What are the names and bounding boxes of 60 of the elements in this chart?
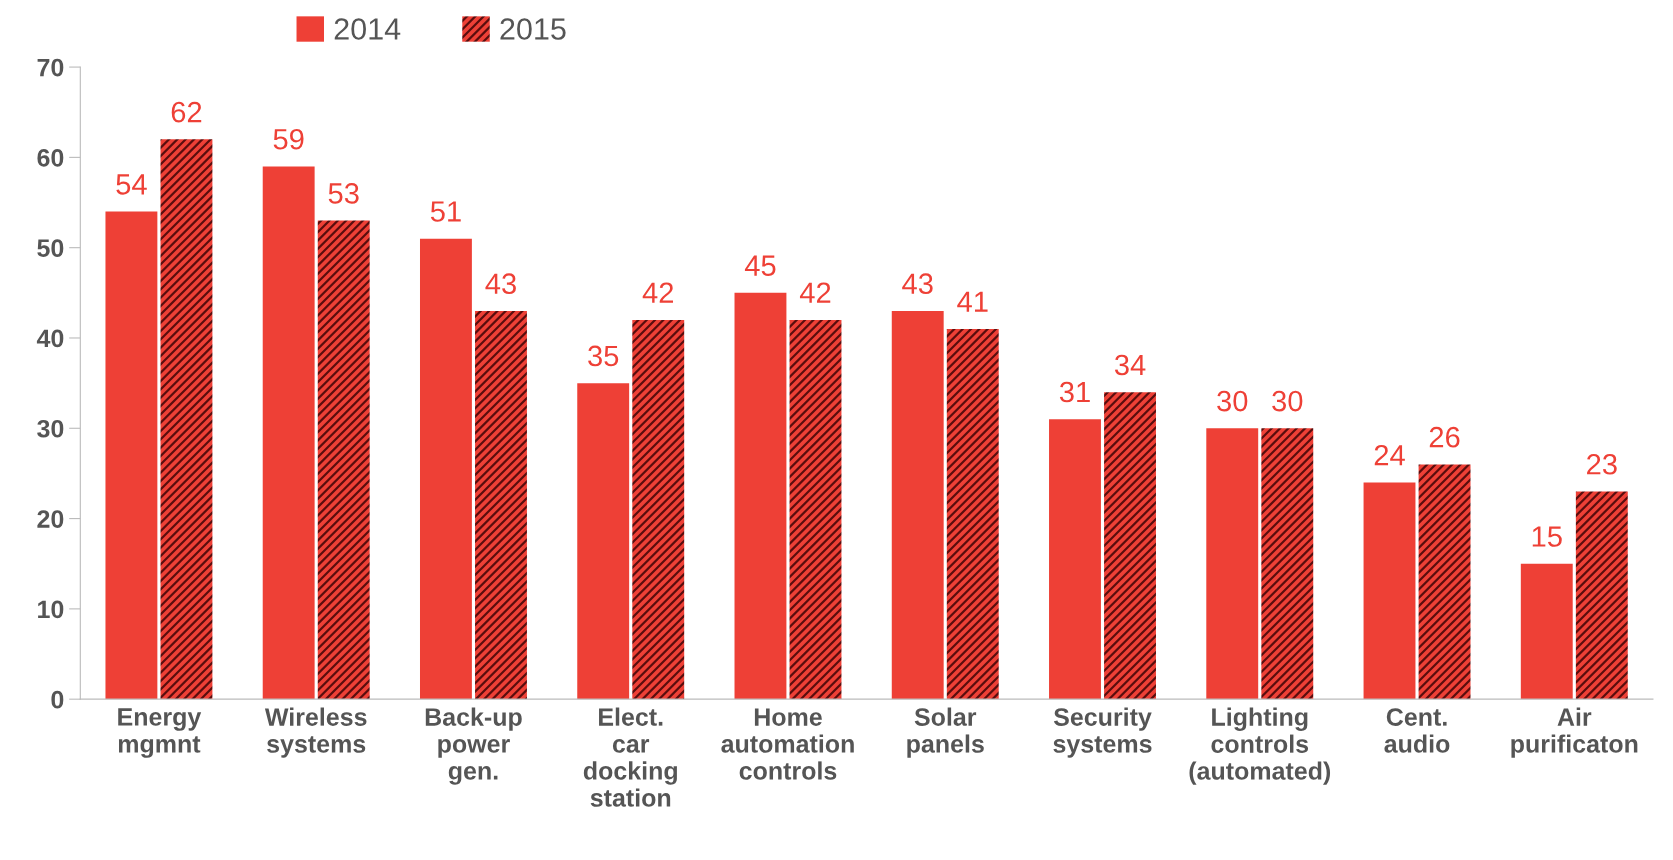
- bar: [317, 220, 370, 700]
- x-tick-label: Cent. audio: [1384, 708, 1450, 753]
- data-label: 31: [1059, 381, 1090, 403]
- data-label: 15: [1532, 526, 1562, 547]
- bar: [734, 292, 787, 700]
- bar: [1049, 419, 1101, 700]
- data-label: 42: [799, 282, 831, 303]
- data-label: 41: [957, 291, 988, 312]
- data-label: 34: [1114, 354, 1146, 376]
- y-tick-label: 70: [37, 58, 64, 77]
- bar: [632, 319, 685, 700]
- y-tick-label: 20: [37, 510, 64, 528]
- data-label: 43: [485, 273, 516, 295]
- x-tick-label: Back-up power gen.: [425, 707, 522, 785]
- data-label: 35: [588, 345, 619, 367]
- bar: [1520, 563, 1573, 700]
- bar: [419, 238, 472, 700]
- data-label: 23: [1587, 453, 1617, 475]
- bar: [1261, 428, 1314, 700]
- bar: [1363, 482, 1416, 700]
- y-tick-label: 0: [51, 690, 64, 709]
- data-label: 26: [1429, 426, 1460, 448]
- data-label: 54: [116, 174, 147, 195]
- bar: [475, 310, 527, 700]
- y-tick-label: 40: [36, 329, 64, 348]
- x-tick-label: Wireless systems: [264, 707, 367, 758]
- data-label: 62: [171, 101, 202, 123]
- legend-label: 2015: [500, 18, 566, 40]
- bar: [1418, 464, 1471, 700]
- bar: [891, 310, 944, 700]
- data-label: 30: [1272, 390, 1303, 412]
- y-tick-label: 50: [37, 239, 64, 257]
- bar: [262, 166, 315, 700]
- x-tick-label: Lighting controls (automated): [1189, 707, 1331, 785]
- data-label: 45: [744, 255, 776, 276]
- y-tick-label: 60: [37, 148, 64, 167]
- bar: [1206, 428, 1259, 700]
- bar: [105, 211, 158, 700]
- x-tick-label: Security systems: [1053, 707, 1152, 758]
- bar: [946, 328, 999, 700]
- bar: [577, 383, 630, 700]
- data-label: 30: [1217, 390, 1248, 412]
- bar: [1104, 392, 1156, 700]
- data-label: 59: [273, 128, 304, 150]
- data-label: 53: [328, 183, 359, 204]
- x-tick-label: Home automation controls: [721, 708, 854, 780]
- x-tick-label: Air purificaton: [1511, 707, 1638, 758]
- y-tick-label: 10: [38, 600, 64, 619]
- data-label: 51: [430, 201, 461, 222]
- bar: [160, 139, 213, 700]
- legend-label: 2014: [334, 18, 401, 40]
- x-tick-label: Energy mgmnt: [118, 708, 202, 758]
- bar: [789, 319, 842, 700]
- data-label: 24: [1374, 444, 1405, 466]
- x-tick-label: Elect. car docking station: [583, 707, 677, 807]
- data-label: 42: [642, 282, 673, 303]
- bar: [1575, 491, 1628, 700]
- data-label: 43: [902, 273, 933, 295]
- y-tick-label: 30: [37, 419, 64, 438]
- x-tick-label: Solar panels: [907, 707, 984, 758]
